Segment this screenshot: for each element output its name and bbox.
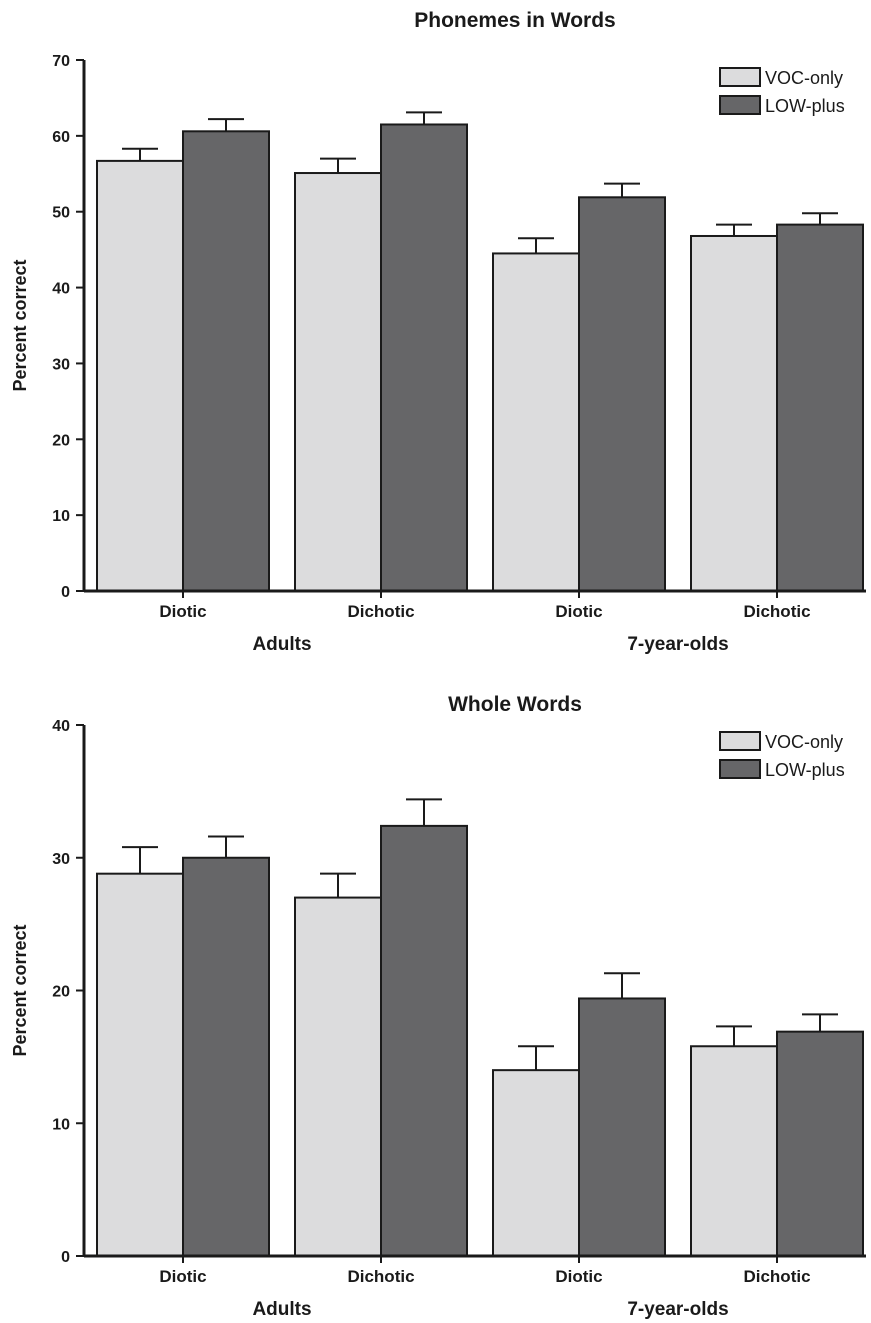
x-tick-label: Dichotic	[347, 1267, 414, 1286]
x-group-label: Adults	[252, 634, 311, 655]
bar-voc-only	[492, 252, 580, 593]
y-tick-label: 30	[52, 356, 70, 373]
y-tick-label: 0	[61, 584, 70, 601]
bar-low-plus	[380, 123, 468, 592]
legend-label-voc-only: VOC-only	[765, 68, 843, 88]
bar-low-plus	[578, 196, 666, 592]
y-tick-label: 60	[52, 129, 70, 146]
y-tick-label: 0	[61, 1249, 70, 1266]
bar-voc-only	[96, 872, 184, 1257]
y-tick-label: 20	[52, 432, 70, 449]
x-tick-label: Dichotic	[743, 602, 810, 621]
y-tick-label: 40	[52, 718, 70, 735]
y-tick-label: 10	[52, 1116, 70, 1133]
x-tick-label: Dichotic	[347, 602, 414, 621]
y-tick-label: 30	[52, 851, 70, 868]
legend-swatch-voc-only	[719, 731, 761, 751]
y-tick-label: 10	[52, 508, 70, 525]
y-tick-label: 70	[52, 53, 70, 70]
legend-swatch-voc-only	[719, 67, 761, 87]
x-group-label: 7-year-olds	[627, 1299, 728, 1320]
legend-label-low-plus: LOW-plus	[765, 760, 845, 780]
bar-low-plus	[182, 130, 270, 592]
legend-swatch-low-plus	[719, 95, 761, 115]
chart-phonemes-in-words: Phonemes in Words Percent correct Diotic Di…	[10, 9, 866, 655]
chart-title: Phonemes in Words	[414, 9, 615, 32]
x-group-label: Adults	[252, 1299, 311, 1320]
bar-voc-only	[294, 896, 382, 1257]
x-tick-label: Diotic	[159, 1267, 206, 1286]
y-tick-label: 40	[52, 281, 70, 298]
x-tick-label: Diotic	[159, 602, 206, 621]
x-tick-label: Dichotic	[743, 1267, 810, 1286]
y-tick-label: 50	[52, 205, 70, 222]
bar-low-plus	[380, 824, 468, 1257]
x-tick-label: Diotic	[555, 1267, 602, 1286]
chart-whole-words: Whole Words Percent correct Diotic Dichotic…	[10, 693, 866, 1320]
bar-voc-only	[690, 234, 778, 592]
legend-swatch-low-plus	[719, 759, 761, 779]
x-group-label: 7-year-olds	[627, 634, 728, 655]
y-tick-label: 20	[52, 984, 70, 1001]
bar-voc-only	[96, 159, 184, 592]
legend-label-low-plus: LOW-plus	[765, 96, 845, 116]
bar-low-plus	[776, 1030, 864, 1257]
y-axis-label: Percent correct	[10, 924, 30, 1056]
bar-low-plus	[578, 997, 666, 1258]
y-axis-label: Percent correct	[10, 259, 30, 391]
bar-low-plus	[776, 223, 864, 593]
bar-voc-only	[492, 1069, 580, 1258]
x-tick-label: Diotic	[555, 602, 602, 621]
bar-voc-only	[690, 1045, 778, 1257]
legend-label-voc-only: VOC-only	[765, 732, 843, 752]
chart-title: Whole Words	[448, 693, 582, 716]
bar-voc-only	[294, 172, 382, 593]
bar-low-plus	[182, 856, 270, 1257]
